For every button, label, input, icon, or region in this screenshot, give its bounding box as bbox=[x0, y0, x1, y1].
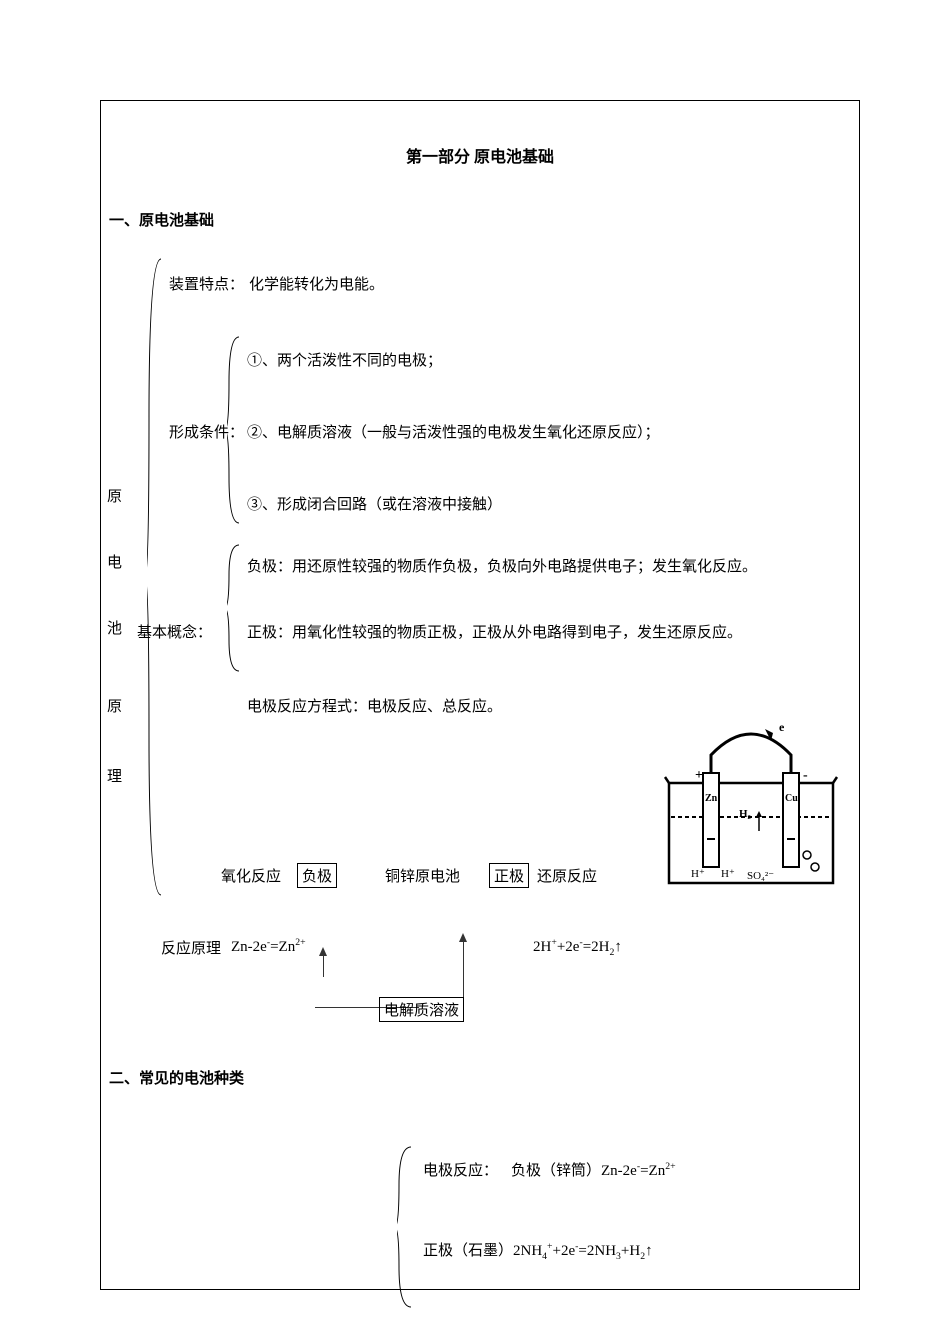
concept-positive: 正极：用氧化性较强的物质正极，正极从外电路得到电子，发生还原反应。 bbox=[247, 621, 742, 642]
brace-outer bbox=[147, 257, 163, 897]
svg-text:SO₄²⁻: SO₄²⁻ bbox=[747, 870, 774, 882]
svg-text:e: e bbox=[779, 721, 785, 734]
svg-text:Zn: Zn bbox=[705, 793, 718, 804]
vlabel-4: 理 bbox=[107, 765, 122, 786]
section-1-heading: 一、原电池基础 bbox=[109, 209, 214, 230]
document-border: 第一部分 原电池基础 一、原电池基础 原 电 池 原 理 装置特点： 化学能转化… bbox=[100, 100, 860, 1290]
concepts-label: 基本概念： bbox=[137, 621, 212, 642]
brace-conditions bbox=[227, 335, 241, 525]
neg-box: 负极 bbox=[297, 863, 337, 888]
reduction-label: 还原反应 bbox=[537, 865, 597, 886]
condition-1: ①、两个活泼性不同的电极； bbox=[247, 349, 442, 370]
vlabel-0: 原 bbox=[107, 485, 122, 506]
svg-text:H⁺: H⁺ bbox=[721, 868, 735, 880]
device-feature-text: 化学能转化为电能。 bbox=[249, 273, 384, 294]
svg-text:+: + bbox=[695, 768, 703, 783]
battery-neg-line: 负极（锌筒）Zn-2e-=Zn2+ bbox=[511, 1159, 676, 1180]
vlabel-1: 电 bbox=[107, 551, 122, 572]
svg-text:H⁺: H⁺ bbox=[691, 868, 705, 880]
cell-diagram: + - Zn Cu e H₂ H⁺ H⁺ SO₄²⁻ bbox=[661, 721, 841, 891]
svg-text:-: - bbox=[803, 768, 808, 783]
condition-3: ③、形成闭合回路（或在溶液中接触） bbox=[247, 493, 502, 514]
right-equation: 2H++2e-=2H2↑ bbox=[533, 937, 622, 958]
center-up-arrow bbox=[463, 941, 464, 1005]
electrolyte-box: 电解质溶液 bbox=[379, 997, 464, 1022]
section-2-heading: 二、常见的电池种类 bbox=[109, 1067, 244, 1088]
brace-concepts bbox=[227, 543, 241, 673]
left-equation: Zn-2e-=Zn2+ bbox=[231, 937, 306, 956]
center-cell-label: 铜锌原电池 bbox=[385, 865, 460, 886]
vlabel-2: 池 bbox=[107, 617, 122, 638]
concept-equation: 电极反应方程式：电极反应、总反应。 bbox=[247, 695, 502, 716]
concept-negative: 负极：用还原性较强的物质作负极，负极向外电路提供电子；发生氧化反应。 bbox=[247, 555, 757, 576]
left-up-arrow bbox=[323, 955, 324, 977]
pos-box: 正极 bbox=[489, 863, 529, 888]
oxidation-label: 氧化反应 bbox=[221, 865, 281, 886]
page-title: 第一部分 原电池基础 bbox=[101, 143, 859, 167]
brace-battery bbox=[397, 1145, 413, 1309]
principle-label: 反应原理 bbox=[161, 937, 221, 958]
device-feature-label: 装置特点： bbox=[169, 273, 244, 294]
battery-pos-line: 正极（石墨）2NH4++2e-=2NH3+H2↑ bbox=[423, 1239, 653, 1262]
vlabel-3: 原 bbox=[107, 695, 122, 716]
reaction-label: 电极反应： bbox=[423, 1159, 498, 1180]
condition-2: ②、电解质溶液（一般与活泼性强的电极发生氧化还原反应）； bbox=[247, 421, 660, 442]
svg-text:Cu: Cu bbox=[785, 793, 798, 804]
svg-text:H₂: H₂ bbox=[739, 808, 752, 820]
